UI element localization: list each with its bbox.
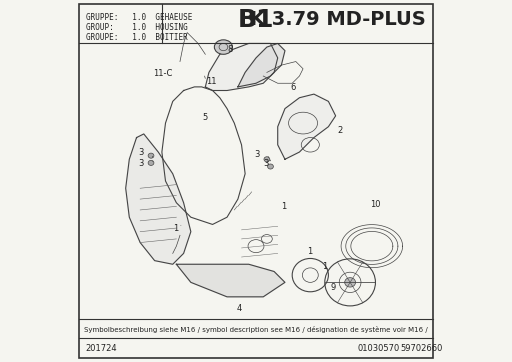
Text: Symbolbeschreibung siehe M16 / symbol description see M16 / désignation de systè: Symbolbeschreibung siehe M16 / symbol de…	[84, 326, 428, 333]
Text: 5: 5	[202, 113, 207, 122]
Text: 6: 6	[290, 83, 296, 92]
Text: K 3.79 MD-PLUS: K 3.79 MD-PLUS	[250, 10, 426, 29]
Text: 11-C: 11-C	[153, 69, 172, 77]
Ellipse shape	[345, 278, 355, 287]
Text: 3: 3	[263, 159, 269, 168]
Text: 1: 1	[322, 262, 327, 271]
Text: 11: 11	[206, 77, 217, 86]
Text: 1: 1	[307, 247, 312, 256]
Text: GRUPPE:   1.0  GEHAEUSE: GRUPPE: 1.0 GEHAEUSE	[86, 13, 192, 22]
Text: B1: B1	[238, 8, 274, 32]
Polygon shape	[205, 43, 278, 90]
Text: 3: 3	[138, 148, 144, 157]
Ellipse shape	[148, 160, 154, 165]
Polygon shape	[278, 94, 336, 159]
Text: 10: 10	[370, 200, 380, 209]
Text: 1: 1	[173, 224, 178, 232]
Text: GROUP:    1.0  HOUSING: GROUP: 1.0 HOUSING	[86, 23, 187, 32]
Ellipse shape	[215, 40, 232, 54]
Ellipse shape	[264, 157, 270, 162]
Text: 3: 3	[254, 150, 260, 159]
Polygon shape	[176, 264, 285, 297]
Polygon shape	[238, 43, 285, 87]
Ellipse shape	[148, 153, 154, 158]
Text: GROUPE:   1.0  BOITIER: GROUPE: 1.0 BOITIER	[86, 33, 187, 42]
Polygon shape	[125, 134, 191, 264]
Text: 2: 2	[337, 126, 343, 135]
Text: 1: 1	[281, 202, 287, 211]
Text: 8: 8	[227, 46, 232, 54]
Text: 3: 3	[138, 159, 144, 168]
Ellipse shape	[268, 164, 273, 169]
Text: 01030570: 01030570	[357, 344, 399, 353]
Text: 201724: 201724	[86, 344, 117, 353]
Text: 59702660: 59702660	[401, 344, 443, 353]
Text: 9: 9	[330, 283, 336, 292]
Text: 4: 4	[237, 304, 242, 313]
